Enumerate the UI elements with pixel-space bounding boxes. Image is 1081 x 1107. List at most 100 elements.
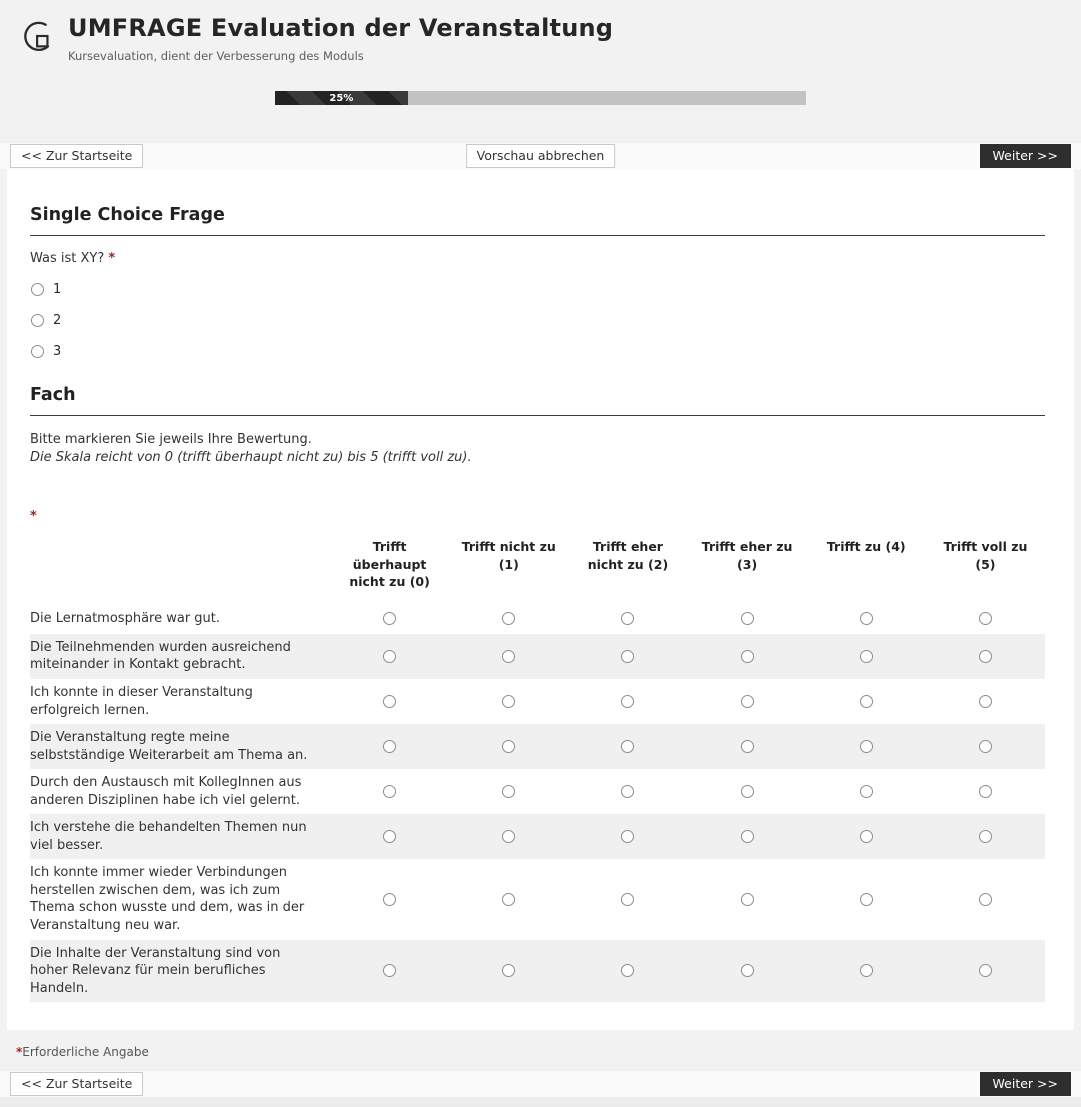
radio-option-1[interactable]: [31, 283, 44, 296]
matrix-row-label: Die Lernatmosphäre war gut.: [30, 610, 221, 626]
radio-r1-c0[interactable]: [383, 611, 397, 625]
radio-r1-c3[interactable]: [740, 611, 754, 625]
radio-r2-c0[interactable]: [383, 649, 397, 663]
radio-r7-c4[interactable]: [859, 892, 873, 906]
radio-r2-c1[interactable]: [502, 649, 516, 663]
radio-r7-c1[interactable]: [502, 892, 516, 906]
radio-r7-c3[interactable]: [740, 892, 754, 906]
survey-header: UMFRAGE Evaluation der Veranstaltung Kur…: [0, 0, 1081, 91]
question-text: Was ist XY?: [30, 251, 105, 266]
radio-r6-c3[interactable]: [740, 830, 754, 844]
matrix-column-header-5: Trifft voll zu (5): [943, 539, 1028, 572]
table-row: Die Veranstaltung regte meine selbststän…: [30, 724, 1045, 770]
radio-r7-c2[interactable]: [621, 892, 635, 906]
matrix-row-label: Durch den Austausch mit KollegInnen aus …: [30, 775, 302, 808]
radio-r8-c3[interactable]: [740, 964, 754, 978]
back-to-start-button[interactable]: << Zur Startseite: [10, 144, 144, 168]
radio-r5-c4[interactable]: [859, 785, 873, 799]
matrix-scale-note: Die Skala reicht von 0 (trifft überhaupt…: [30, 450, 472, 466]
cancel-preview-button[interactable]: Vorschau abbrechen: [465, 144, 616, 168]
radio-r6-c0[interactable]: [383, 830, 397, 844]
matrix-column-header-3: Trifft eher zu (3): [701, 539, 793, 572]
table-row: Ich konnte immer wieder Verbindungen her…: [30, 859, 1045, 939]
single-choice-option-2[interactable]: 2: [30, 313, 1045, 328]
matrix-row-label: Ich konnte immer wieder Verbindungen her…: [30, 865, 305, 933]
radio-r4-c0[interactable]: [383, 740, 397, 754]
page-subtitle: Kursevaluation, dient der Verbesserung d…: [68, 49, 364, 63]
section-title-single-choice: Single Choice Frage: [30, 205, 1045, 236]
radio-r8-c4[interactable]: [859, 964, 873, 978]
back-to-start-button-bottom[interactable]: << Zur Startseite: [10, 1072, 144, 1097]
progress-label: 25%: [329, 92, 354, 104]
radio-r5-c0[interactable]: [383, 785, 397, 799]
matrix-row-label: Die Veranstaltung regte meine selbststän…: [30, 730, 308, 763]
matrix-column-header-0: Trifft überhaupt nicht zu (0): [349, 539, 430, 590]
matrix-column-header-1: Trifft nicht zu (1): [461, 539, 556, 572]
required-legend: *Erforderliche Angabe: [0, 1030, 1081, 1071]
radio-r3-c2[interactable]: [621, 695, 635, 709]
page-bottom-strip: [0, 1097, 1081, 1107]
next-button[interactable]: Weiter >>: [979, 144, 1071, 168]
next-button-bottom[interactable]: Weiter >>: [979, 1072, 1071, 1097]
section-title-fach: Fach: [30, 385, 1045, 416]
radio-r8-c0[interactable]: [383, 964, 397, 978]
radio-r1-c4[interactable]: [859, 611, 873, 625]
survey-form-panel: Single Choice Frage Was ist XY? * 1 2 3 …: [7, 169, 1074, 1031]
radio-r6-c1[interactable]: [502, 830, 516, 844]
radio-r6-c2[interactable]: [621, 830, 635, 844]
option-label: 3: [53, 344, 62, 359]
single-choice-option-3[interactable]: 3: [30, 344, 1045, 359]
radio-r8-c1[interactable]: [502, 964, 516, 978]
matrix-row-label: Die Teilnehmenden wurden ausreichend mit…: [30, 639, 291, 673]
radio-r2-c3[interactable]: [740, 649, 754, 663]
radio-r2-c4[interactable]: [859, 649, 873, 663]
progress-fill: 25%: [275, 91, 408, 105]
radio-r2-c2[interactable]: [621, 649, 635, 663]
single-choice-question: Was ist XY? *: [30, 251, 1045, 266]
radio-r3-c4[interactable]: [859, 695, 873, 709]
table-row: Die Lernatmosphäre war gut.: [30, 603, 1045, 634]
radio-r4-c4[interactable]: [859, 740, 873, 754]
radio-r2-c5[interactable]: [978, 649, 992, 663]
radio-r1-c2[interactable]: [621, 611, 635, 625]
radio-r3-c1[interactable]: [502, 695, 516, 709]
radio-r3-c0[interactable]: [383, 695, 397, 709]
matrix-header-row: Trifft überhaupt nicht zu (0) Trifft nic…: [30, 538, 1045, 591]
radio-r7-c5[interactable]: [978, 892, 992, 906]
radio-r4-c1[interactable]: [502, 740, 516, 754]
matrix-column-header-4: Trifft zu (4): [826, 539, 906, 555]
radio-r5-c5[interactable]: [978, 785, 992, 799]
required-legend-text: Erforderliche Angabe: [22, 1045, 149, 1060]
radio-r1-c1[interactable]: [502, 611, 516, 625]
radio-r8-c5[interactable]: [978, 964, 992, 978]
single-choice-option-1[interactable]: 1: [30, 282, 1045, 297]
matrix-table: Trifft überhaupt nicht zu (0) Trifft nic…: [30, 538, 1045, 1003]
radio-r7-c0[interactable]: [383, 892, 397, 906]
table-row: Ich konnte in dieser Veranstaltung erfol…: [30, 679, 1045, 724]
radio-r6-c5[interactable]: [978, 830, 992, 844]
radio-r8-c2[interactable]: [621, 964, 635, 978]
option-label: 1: [53, 282, 62, 297]
matrix-row-label: Die Inhalte der Veranstaltung sind von h…: [30, 945, 281, 996]
radio-r4-c2[interactable]: [621, 740, 635, 754]
radio-r5-c1[interactable]: [502, 785, 516, 799]
progress-bar: 25%: [275, 91, 806, 105]
page-title: UMFRAGE Evaluation der Veranstaltung: [68, 14, 614, 42]
radio-r4-c3[interactable]: [740, 740, 754, 754]
survey-logo-icon: [24, 21, 50, 52]
matrix-instruction: Bitte markieren Sie jeweils Ihre Bewertu…: [30, 432, 312, 447]
radio-r3-c3[interactable]: [740, 695, 754, 709]
table-row: Ich verstehe die behandelten Themen nun …: [30, 814, 1045, 860]
radio-r6-c4[interactable]: [859, 830, 873, 844]
radio-option-2[interactable]: [31, 314, 44, 327]
top-nav-bar: << Zur Startseite Vorschau abbrechen Wei…: [0, 143, 1081, 169]
radio-option-3[interactable]: [31, 345, 44, 358]
radio-r5-c2[interactable]: [621, 785, 635, 799]
radio-r1-c5[interactable]: [978, 611, 992, 625]
table-row: Durch den Austausch mit KollegInnen aus …: [30, 769, 1045, 814]
table-row: Die Teilnehmenden wurden ausreichend mit…: [30, 633, 1045, 679]
radio-r5-c3[interactable]: [740, 785, 754, 799]
required-asterisk: *: [30, 509, 37, 525]
radio-r3-c5[interactable]: [978, 695, 992, 709]
radio-r4-c5[interactable]: [978, 740, 992, 754]
